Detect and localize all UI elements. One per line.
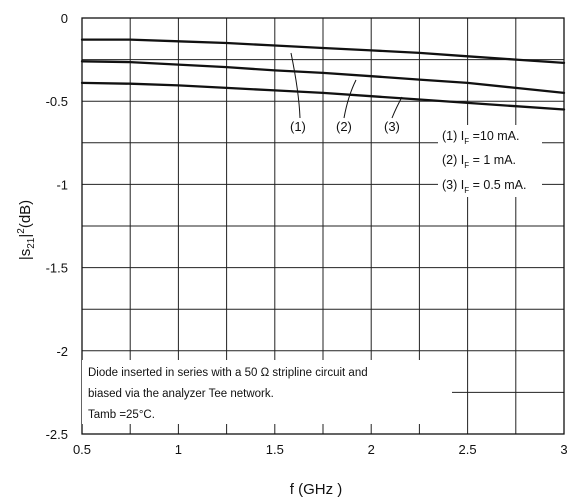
note-line-3: Tamb =25°C. [88,409,155,421]
x-tick-label: 1 [175,442,182,457]
note-box [82,360,452,424]
legend-entry-2: (2) IF = 1 mA. [442,153,516,170]
note-line-2: biased via the analyzer Tee network. [88,388,274,400]
legend-box [438,125,542,197]
x-tick-label: 1.5 [266,442,284,457]
series-layer [80,38,566,111]
y-axis-title-sub: 21 [26,237,37,249]
legend-entry-3-prefix: (3) I [442,178,464,192]
curve-label-2: (2) [336,119,352,134]
curve-label-1: (1) [290,119,306,134]
y-tick-label: -1.5 [46,261,68,276]
plot-frame [81,17,565,435]
y-axis-title: |s21|2(dB) [16,200,37,260]
legend-entry-1: (1) IF =10 mA. [442,129,520,146]
curve-label-3: (3) [384,119,400,134]
x-tick-label: 2.5 [459,442,477,457]
legend-entry-2-value: = 1 mA. [469,153,516,167]
leader-line-2 [343,79,357,119]
y-tick-label: -0.5 [46,94,68,109]
curve-labels: (1) (2) (3) [290,119,400,134]
series-line-2 [80,60,566,95]
y-axis-title-bar: | [17,234,34,238]
y-axis-title-main: |s [17,249,34,260]
x-tick-label: 0.5 [73,442,91,457]
y-tick-label: 0 [61,11,68,26]
leader-line-1 [290,52,301,119]
y-axis-title-sup: 2 [16,228,27,234]
legend-entry-1-value: =10 mA. [469,129,519,143]
series-line-3 [80,81,566,111]
x-tick-label: 2 [368,442,375,457]
legend: (1) IF =10 mA. (2) IF = 1 mA. (3) IF = 0… [442,129,526,195]
y-tick-label: -2.5 [46,427,68,442]
y-axis-title-unit: (dB) [17,200,34,228]
x-tick-label: 3 [560,442,567,457]
x-axis-title: f (GHz ) [290,481,343,498]
legend-entry-3-sub: F [464,186,469,195]
note-line-1: Diode inserted in series with a 50 Ω str… [88,367,368,379]
leader-line-3 [391,96,403,119]
legend-entry-3-value: = 0.5 mA. [469,178,526,192]
tick-labels: 0.5 1 1.5 2 2.5 3 0 -0.5 -1 -1.5 -2 -2.5 [46,11,568,457]
legend-entry-2-prefix: (2) I [442,153,464,167]
leader-lines [290,52,403,119]
legend-entry-3: (3) IF = 0.5 mA. [442,178,526,195]
grid [82,18,564,434]
legend-entry-1-prefix: (1) I [442,129,464,143]
legend-entry-1-sub: F [464,137,469,146]
annotation-note: Diode inserted in series with a 50 Ω str… [88,367,368,421]
series-line-1 [80,38,566,65]
legend-entry-2-sub: F [464,161,469,170]
y-tick-label: -2 [56,344,68,359]
y-tick-label: -1 [56,177,68,192]
